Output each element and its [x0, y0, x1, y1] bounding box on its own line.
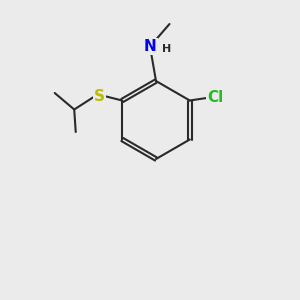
- Text: N: N: [144, 39, 156, 54]
- Text: S: S: [94, 88, 105, 104]
- Text: Cl: Cl: [207, 90, 224, 105]
- Text: H: H: [162, 44, 171, 55]
